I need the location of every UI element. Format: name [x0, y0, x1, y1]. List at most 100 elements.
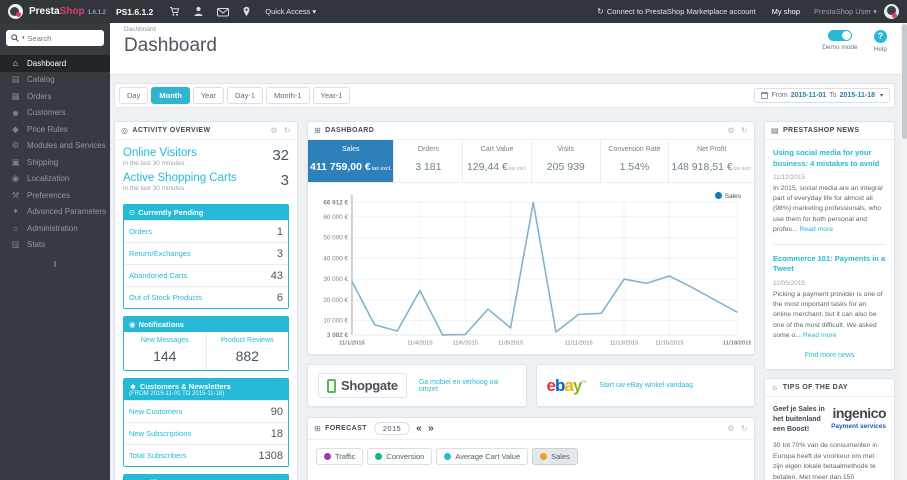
search-scope-caret-icon[interactable]: ▾ [22, 35, 25, 41]
user-avatar[interactable] [884, 4, 899, 19]
traffic-series-button[interactable]: Traffic [316, 448, 364, 466]
row-link[interactable]: New Subscriptions [129, 429, 192, 438]
active-carts-metric: Active Shopping Carts in the last 30 min… [123, 172, 289, 197]
next-year-button[interactable]: » [428, 422, 435, 434]
preset-day-button[interactable]: Day [119, 87, 149, 104]
from-label: From [771, 92, 788, 99]
quick-access-menu[interactable]: Quick Access ▾ [265, 7, 317, 16]
ebay-link[interactable]: Start uw eBay winkel vandaag [599, 382, 694, 390]
refresh-icon[interactable]: ↻ [283, 126, 291, 135]
sidebar-item-preferences[interactable]: ⚒ Preferences [0, 187, 110, 204]
sidebar-item-catalog[interactable]: ▤ Catalog [0, 72, 110, 89]
page-scrollbar[interactable] [901, 23, 907, 480]
read-more-link[interactable]: Read more [802, 331, 837, 339]
row-link[interactable]: Total Subscribers [129, 451, 187, 460]
svg-text:10 000 €: 10 000 € [323, 318, 348, 325]
read-more-link[interactable]: Read more [799, 225, 834, 233]
cart-icon[interactable] [169, 6, 180, 17]
sidebar-item-label: Stats [27, 240, 46, 250]
row-link[interactable]: Orders [129, 227, 152, 236]
panel-title: FORECAST [325, 425, 367, 433]
find-more-news-link[interactable]: Find more news [804, 351, 855, 359]
kpi-sales[interactable]: Sales 411 759,00 €tax excl. [308, 140, 394, 182]
marketplace-label: Connect to PrestaShop Marketplace accoun… [606, 7, 756, 16]
sidebar-item-dashboard[interactable]: ⌂ Dashboard [0, 55, 110, 72]
conversion-series-button[interactable]: Conversion [367, 448, 433, 466]
sidebar-item-label: Orders [27, 91, 52, 101]
refresh-icon[interactable]: ↻ [740, 424, 748, 434]
average-cart-value-series-button[interactable]: Average Cart Value [436, 448, 529, 466]
help-control: ? Help [874, 30, 887, 53]
clock-icon: ⊙ [129, 208, 136, 217]
traffic-dot-icon [324, 453, 331, 461]
row-link[interactable]: Out of Stock Products [129, 293, 202, 302]
sidebar-item-modules[interactable]: ⚙ Modules and Services [0, 138, 110, 155]
gear-icon[interactable]: ⚙ [727, 126, 735, 135]
abandoned-carts-row: Abandoned Carts 43 [124, 264, 288, 286]
refresh-icon[interactable]: ↻ [740, 126, 748, 135]
news-article-date: 11/05/2015 [773, 279, 806, 287]
preset-year-button[interactable]: Year [192, 87, 224, 104]
date-range-picker[interactable]: From 2015-11-01 To 2015-11-18 ▾ [754, 88, 890, 103]
sidebar-item-label: Advanced Parameters [27, 207, 107, 217]
gear-icon[interactable]: ⚙ [270, 126, 278, 135]
to-label: To [829, 92, 837, 99]
new-messages-cell[interactable]: New Messages 144 [124, 332, 206, 370]
row-link[interactable]: New Customers [129, 407, 183, 416]
sales-chart-container: 66 912 € 60 000 € 50 000 € 40 000 € 30 000 €… [308, 183, 754, 354]
svg-text:11/18/2015: 11/18/2015 [723, 341, 751, 347]
metric-sub: in the last 30 minutes [123, 185, 185, 192]
kpi-value: 205 939 [546, 161, 585, 173]
sidebar-item-orders[interactable]: ▦ Orders [0, 88, 110, 105]
scrollbar-thumb[interactable] [901, 24, 907, 139]
legend-dot-icon [714, 192, 722, 199]
employee-icon[interactable] [193, 6, 204, 17]
product-reviews-cell[interactable]: Product Reviews 882 [205, 332, 289, 370]
mail-icon[interactable] [217, 7, 230, 17]
breadcrumb[interactable]: Dashboard [124, 26, 156, 33]
sidebar-search[interactable]: ▾ [6, 30, 104, 46]
marketplace-link[interactable]: ↻ Connect to PrestaShop Marketplace accou… [597, 7, 756, 16]
help-icon[interactable]: ? [873, 30, 887, 43]
user-menu[interactable]: PrestaShop User ▾ [814, 7, 877, 16]
preset-year-1-button[interactable]: Year-1 [312, 87, 351, 104]
metric-label[interactable]: Active Shopping Carts [123, 172, 237, 184]
my-shop-link[interactable]: My shop [771, 7, 801, 16]
demo-mode-toggle[interactable] [827, 30, 852, 41]
sidebar-item-shipping[interactable]: ▣ Shipping [0, 154, 110, 171]
kpi-label: Orders [417, 146, 440, 153]
date-filter-bar: Day Month Year Day-1 Month-1 Year-1 From… [114, 83, 895, 108]
previous-year-button[interactable]: « [416, 422, 423, 434]
pin-icon[interactable] [242, 6, 251, 17]
kpi-conversion-rate[interactable]: Conversion Rate 1.54% [599, 140, 669, 182]
news-article-title[interactable]: Using social media for your business: 4 … [773, 148, 880, 168]
chevron-down-icon: ▾ [879, 93, 883, 99]
ingenico-logo: ingenico Payment services [831, 405, 886, 431]
kpi-visits[interactable]: Visits 205 939 [530, 140, 600, 182]
chart-legend[interactable]: Sales [714, 192, 741, 200]
sidebar-item-price-rules[interactable]: ◆ Price Rules [0, 121, 110, 138]
preset-month-1-button[interactable]: Month-1 [266, 87, 310, 104]
row-value: 43 [270, 269, 283, 282]
kpi-orders[interactable]: Orders 3 181 [393, 140, 462, 182]
preset-month-button[interactable]: Month [151, 87, 190, 104]
sidebar-item-advanced-parameters[interactable]: ✦ Advanced Parameters [0, 204, 110, 221]
gear-icon[interactable]: ⚙ [727, 424, 735, 434]
sidebar-item-stats[interactable]: ▥ Stats [0, 237, 110, 254]
sidebar-collapse-icon[interactable]: ‖ [53, 260, 57, 269]
shopgate-link[interactable]: Ga mobiel en verhoog uw omzet [418, 378, 499, 393]
sales-series-button[interactable]: Sales [532, 448, 578, 466]
forecast-year[interactable]: 2015 [373, 422, 411, 436]
sidebar-item-localization[interactable]: ◉ Localization [0, 171, 110, 188]
row-link[interactable]: Abandoned Carts [129, 271, 188, 280]
search-input[interactable] [27, 33, 99, 43]
kpi-cart-value[interactable]: Cart Value 129,44 €tax excl. [462, 140, 531, 182]
cell-value: 882 [235, 348, 259, 364]
sidebar-item-customers[interactable]: ☻ Customers [0, 105, 110, 122]
sidebar-item-administration[interactable]: ☼ Administration [0, 220, 110, 237]
kpi-net-profit[interactable]: Net Profit 148 918,51 €tax excl. [668, 140, 754, 182]
metric-label[interactable]: Online Visitors [123, 147, 197, 159]
preset-day-1-button[interactable]: Day-1 [227, 87, 264, 104]
news-article-title[interactable]: Ecommerce 101: Payments in a Tweet [773, 253, 886, 274]
row-link[interactable]: Return/Exchanges [129, 249, 191, 258]
